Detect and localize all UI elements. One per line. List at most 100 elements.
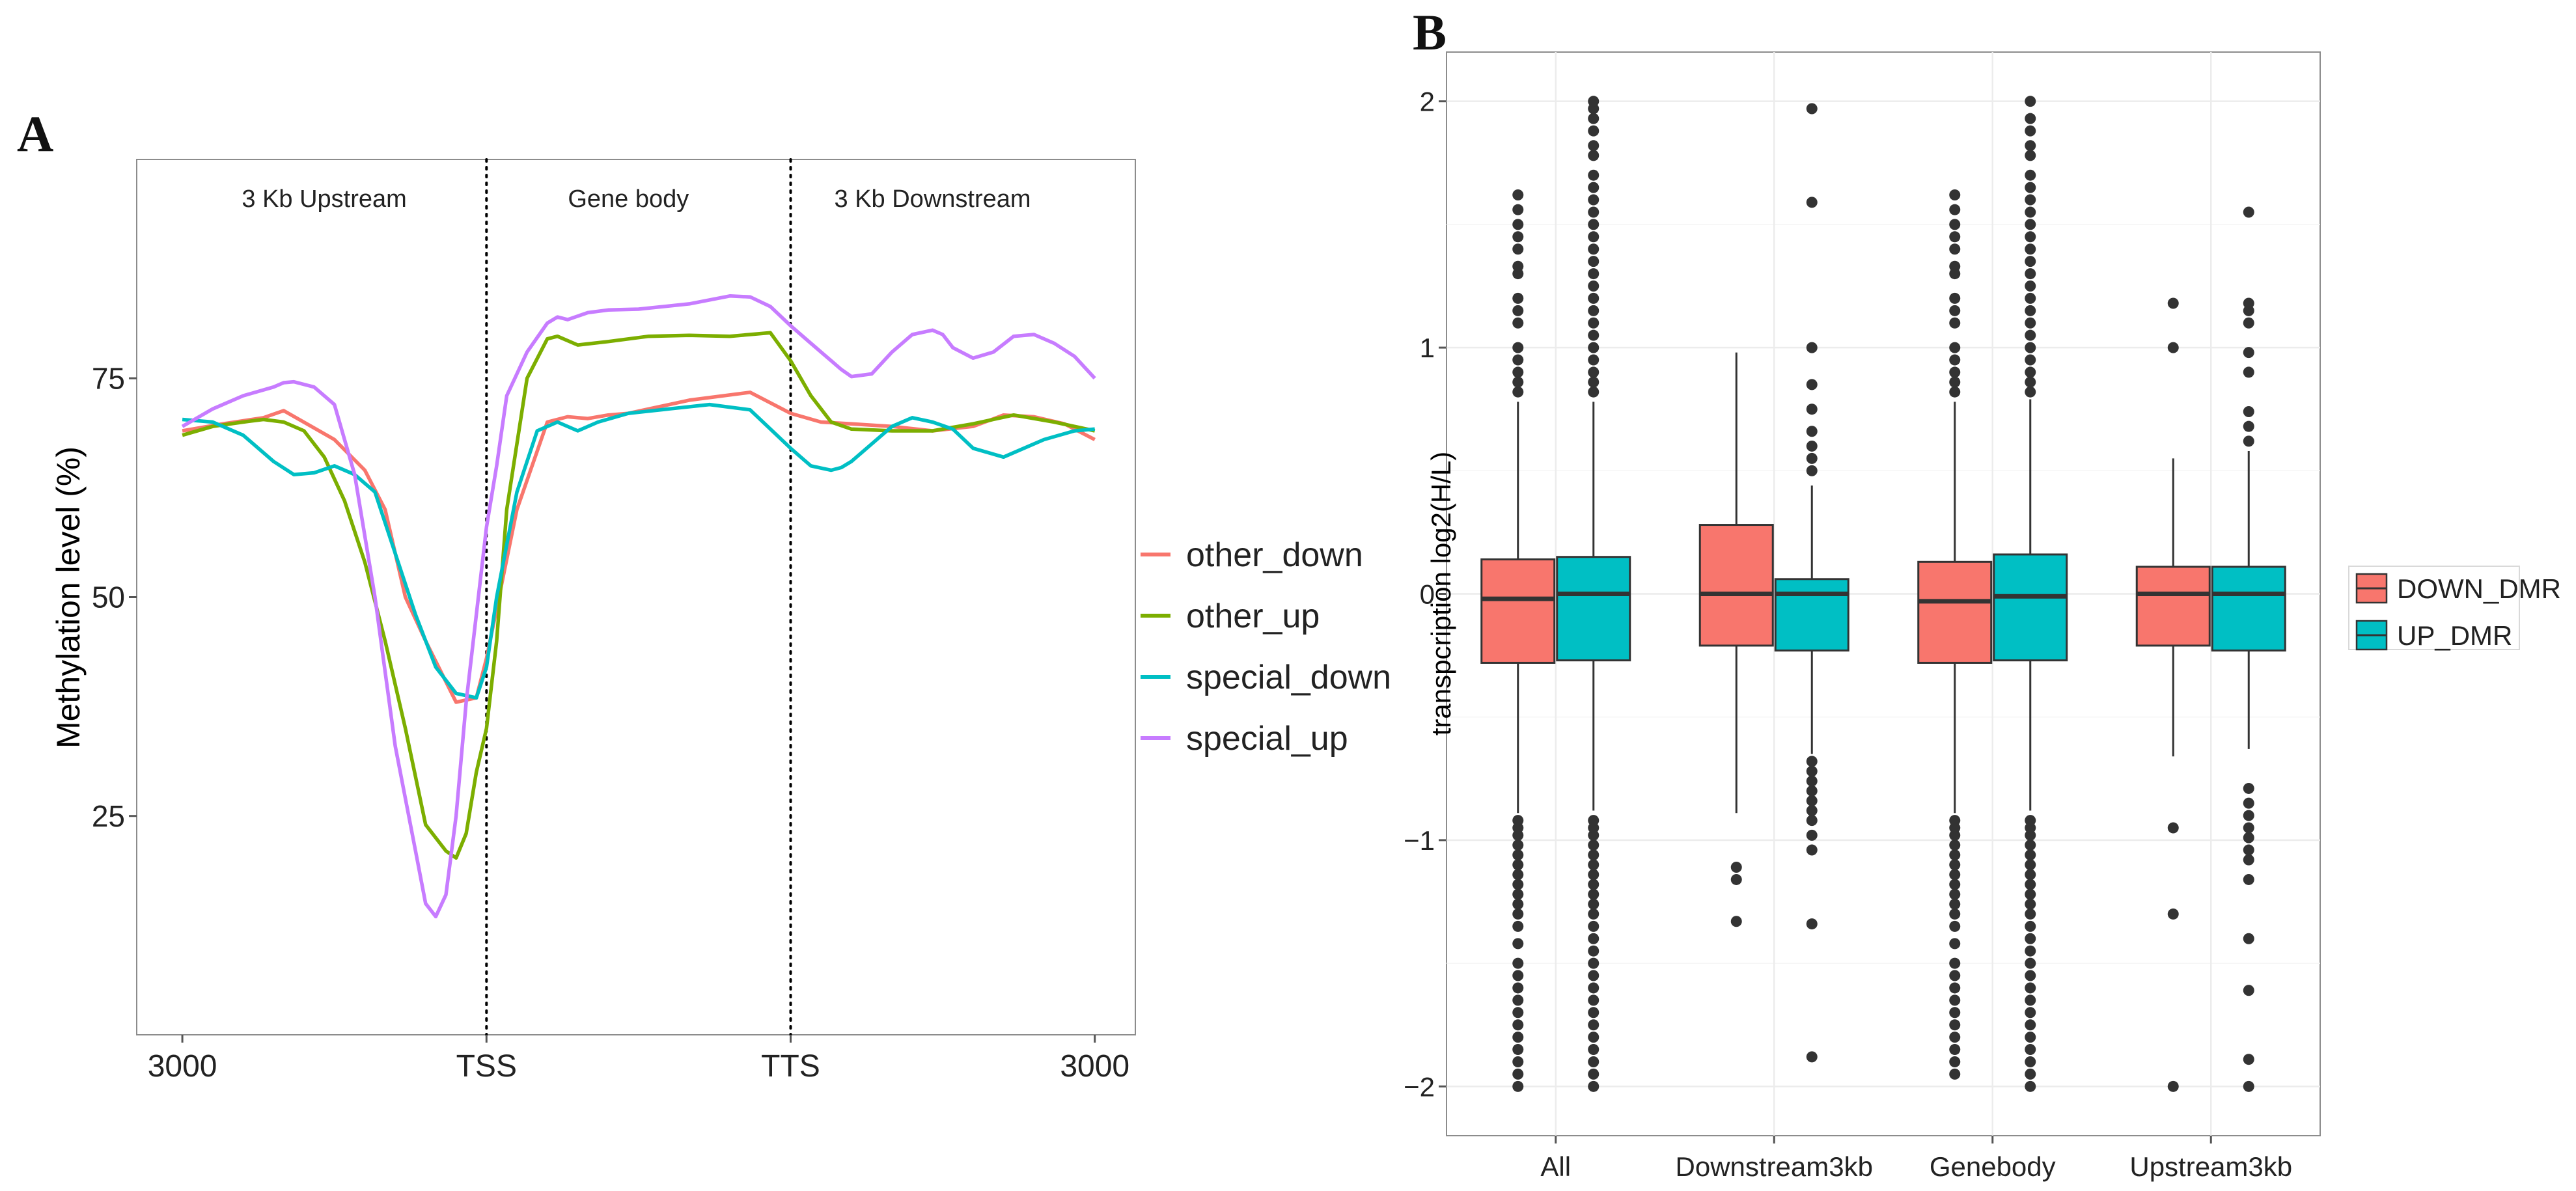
x-tick-label-3: TTS xyxy=(761,1049,820,1084)
outlier-point xyxy=(1806,775,1818,787)
outlier-point xyxy=(1949,888,1961,900)
panel-b-x-axis: All Downstream3kb Genebody Upstream3kb xyxy=(1540,1136,2292,1182)
outlier-point xyxy=(1512,386,1524,398)
panel-b-legend: DOWN_DMR UP_DMR xyxy=(2348,566,2561,651)
panel-a-letter: A xyxy=(17,105,53,162)
outlier-point xyxy=(1588,366,1600,378)
outlier-point xyxy=(1588,1044,1600,1056)
outlier-point xyxy=(1949,1007,1961,1019)
box-up-dmr-downstream3kb xyxy=(1774,103,1849,1063)
outlier-point xyxy=(1806,795,1818,806)
outlier-point xyxy=(2025,256,2036,267)
series-line-special-down xyxy=(182,402,1095,700)
outlier-point xyxy=(2243,832,2254,843)
outlier-point xyxy=(2243,797,2254,809)
outlier-point xyxy=(1949,1044,1961,1056)
x-tick-label-4: 3000 xyxy=(1060,1049,1129,1084)
outlier-point xyxy=(1588,994,1600,1006)
panel-a-y-axis-label: Methylation level (%) xyxy=(50,446,87,748)
outlier-point xyxy=(2243,985,2254,996)
outlier-point xyxy=(1512,342,1524,353)
outlier-point xyxy=(1806,1051,1818,1063)
panel-b-letter: B xyxy=(1413,4,1447,61)
methylation-lines xyxy=(181,294,1096,919)
panel-a-x-axis: 3000 TSS TTS 3000 xyxy=(148,1035,1129,1084)
box-iqr xyxy=(2135,566,2211,647)
outlier-point xyxy=(1512,231,1524,243)
region-dividers xyxy=(485,158,792,1036)
outlier-point xyxy=(1949,1068,1961,1080)
outlier-point xyxy=(1949,260,1961,272)
outlier-point xyxy=(2025,140,2036,152)
outlier-point xyxy=(1806,918,1818,930)
outlier-point xyxy=(1949,1032,1961,1043)
outlier-point xyxy=(2025,268,2036,280)
outlier-point xyxy=(2025,366,2036,378)
outlier-point xyxy=(2025,243,2036,255)
outlier-point xyxy=(2025,292,2036,304)
outlier-point xyxy=(1949,849,1961,861)
outlier-point xyxy=(1588,1032,1600,1043)
outlier-point xyxy=(2025,317,2036,329)
outlier-point xyxy=(1512,366,1524,378)
outlier-point xyxy=(2167,297,2179,309)
outlier-point xyxy=(1949,982,1961,994)
outlier-point xyxy=(2167,908,2179,920)
outlier-point xyxy=(2025,957,2036,969)
outlier-point xyxy=(1949,898,1961,910)
outlier-point xyxy=(2243,844,2254,856)
outlier-point xyxy=(1806,805,1818,816)
x-tick-label-upstream3kb: Upstream3kb xyxy=(2129,1151,2292,1182)
outlier-point xyxy=(1806,379,1818,390)
outlier-point xyxy=(1588,268,1600,280)
outlier-point xyxy=(1512,354,1524,366)
outlier-point xyxy=(1588,169,1600,181)
outlier-point xyxy=(2025,859,2036,871)
y-tick-label-75: 75 xyxy=(92,361,125,395)
outlier-point xyxy=(1806,197,1818,208)
outlier-point xyxy=(1588,1068,1600,1080)
outlier-point xyxy=(1512,879,1524,890)
outlier-point xyxy=(2025,219,2036,230)
outlier-point xyxy=(1949,317,1961,329)
outlier-point xyxy=(1588,920,1600,932)
outlier-point xyxy=(1512,815,1524,827)
box-iqr xyxy=(1698,524,1774,647)
outlier-point xyxy=(2025,150,2036,161)
outlier-point xyxy=(1588,206,1600,218)
outlier-point xyxy=(1806,426,1818,437)
outlier-point xyxy=(1512,898,1524,910)
outlier-point xyxy=(2025,194,2036,206)
outlier-point xyxy=(1949,386,1961,398)
outlier-point xyxy=(2025,231,2036,243)
outlier-point xyxy=(1588,194,1600,206)
boxplots xyxy=(1480,96,2286,1092)
outlier-point xyxy=(1949,869,1961,881)
outlier-point xyxy=(1588,908,1600,920)
legend-label-special-down: special_down xyxy=(1186,659,1391,696)
outlier-point xyxy=(1588,898,1600,910)
outlier-point xyxy=(1512,957,1524,969)
outlier-point xyxy=(1588,243,1600,255)
outlier-point xyxy=(1949,342,1961,353)
outlier-point xyxy=(1588,140,1600,152)
panel-b-y-axis: −2 −1 0 1 2 xyxy=(1404,87,1447,1102)
outlier-point xyxy=(1949,204,1961,215)
outlier-point xyxy=(2025,970,2036,981)
outlier-point xyxy=(1588,982,1600,994)
outlier-point xyxy=(1588,386,1600,398)
legend-item-other-down: other_down xyxy=(1141,536,1363,574)
outlier-point xyxy=(1588,1007,1600,1019)
outlier-point xyxy=(2025,305,2036,316)
box-down-dmr-all xyxy=(1480,189,1556,1092)
outlier-point xyxy=(1588,305,1600,316)
outlier-point xyxy=(2243,435,2254,447)
outlier-point xyxy=(1588,869,1600,881)
outlier-point xyxy=(1588,879,1600,890)
outlier-point xyxy=(1806,404,1818,415)
panel-a: A 3 Kb Upstream Gene body 3 Kb Downstream … xyxy=(17,105,1391,1084)
outlier-point xyxy=(1949,1056,1961,1067)
outlier-point xyxy=(1806,440,1818,452)
region-label-3-kb-downstream: 3 Kb Downstream xyxy=(835,185,1031,213)
outlier-point xyxy=(1512,243,1524,255)
